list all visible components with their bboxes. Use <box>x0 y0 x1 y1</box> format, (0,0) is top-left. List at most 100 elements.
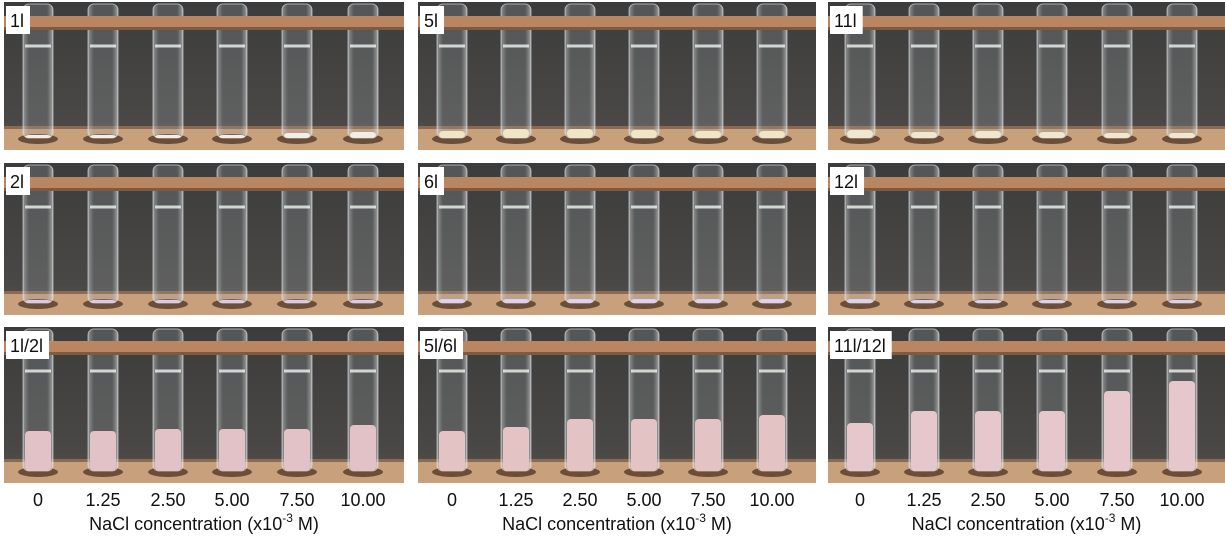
panel-label-box <box>6 331 50 359</box>
axis-title-superscript: -3 <box>282 511 293 525</box>
rack-base-edge <box>418 291 816 294</box>
photo-panel: 11l <box>828 2 1225 150</box>
sediment <box>1039 300 1065 303</box>
sediment <box>350 132 376 138</box>
sediment <box>911 132 937 138</box>
sediment <box>1104 133 1130 138</box>
panel-label: 11l/12l <box>834 336 886 356</box>
sediment <box>1104 300 1130 303</box>
sediment <box>695 419 721 471</box>
sediment <box>284 300 310 303</box>
sediment <box>847 423 873 471</box>
sediment <box>219 300 245 303</box>
photo-panel: 2l <box>4 163 404 315</box>
panel-label-box <box>830 167 865 195</box>
panel-label-box <box>830 6 863 34</box>
rack-base-edge <box>828 291 1225 294</box>
sediment <box>1039 411 1065 471</box>
rack-bar-shade <box>418 27 816 30</box>
sediment <box>695 299 721 303</box>
rack-bar <box>828 341 1225 355</box>
x-tick-label: 5.00 <box>214 490 249 510</box>
sediment <box>155 429 181 471</box>
sediment <box>439 299 465 303</box>
rack-base-edge <box>828 126 1225 129</box>
rack-bar <box>418 177 816 191</box>
x-tick-label: 7.50 <box>690 490 725 510</box>
rack-base-edge <box>4 459 404 462</box>
sediment <box>439 431 465 471</box>
x-tick-label: 10.00 <box>749 490 794 510</box>
panel-label: 1l <box>10 11 24 31</box>
sediment <box>911 300 937 303</box>
panel-label: 1l/2l <box>10 336 43 356</box>
rack-bar-shade <box>418 188 816 191</box>
sediment <box>439 131 465 138</box>
rack-bar-shade <box>828 27 1225 30</box>
sediment <box>1169 381 1195 471</box>
panel-label: 12l <box>834 172 858 192</box>
rack-bar <box>418 16 816 30</box>
sediment <box>759 415 785 471</box>
rack-bar-shade <box>418 352 816 355</box>
rack-bar-shade <box>4 352 404 355</box>
axis-title-superscript: -3 <box>695 511 706 525</box>
rack-bar <box>828 177 1225 191</box>
photo-panel: 5l/6l <box>418 327 816 483</box>
sediment <box>847 130 873 138</box>
panel-label-box <box>830 331 892 359</box>
x-tick-label: 0 <box>33 490 43 510</box>
panel-label-box <box>420 331 464 359</box>
sediment <box>219 135 245 138</box>
rack-base-edge <box>4 291 404 294</box>
rack-bar <box>4 16 404 30</box>
rack-bar-shade <box>4 188 404 191</box>
sediment <box>1169 300 1195 303</box>
sediment <box>1039 132 1065 138</box>
panel-label: 11l <box>834 11 857 31</box>
sediment <box>90 135 116 138</box>
x-tick-label: 0 <box>447 490 457 510</box>
sediment <box>975 411 1001 471</box>
x-tick-label: 1.25 <box>498 490 533 510</box>
sediment <box>155 300 181 303</box>
sediment <box>219 429 245 471</box>
sediment <box>759 299 785 303</box>
sediment <box>25 300 51 303</box>
sediment <box>90 300 116 303</box>
rack-base-edge <box>418 459 816 462</box>
sediment <box>695 131 721 138</box>
sediment <box>567 299 593 303</box>
rack-base-edge <box>418 126 816 129</box>
sediment <box>155 135 181 138</box>
axis-title-suffix: M) <box>293 514 319 534</box>
rack-base-edge <box>828 459 1225 462</box>
sediment <box>567 129 593 138</box>
rack-bar-shade <box>828 352 1225 355</box>
sediment <box>25 431 51 471</box>
x-tick-label: 2.50 <box>970 490 1005 510</box>
panel-label: 6l <box>424 172 438 192</box>
sediment <box>567 419 593 471</box>
photo-panel: 5l <box>418 2 816 150</box>
rack-bar <box>418 341 816 355</box>
sediment <box>284 133 310 138</box>
axis-title-text: NaCl concentration (x10 <box>912 514 1105 534</box>
x-tick-label: 7.50 <box>1099 490 1134 510</box>
x-tick-label: 5.00 <box>1034 490 1069 510</box>
x-tick-label: 1.25 <box>906 490 941 510</box>
sediment <box>503 129 529 138</box>
sediment <box>503 299 529 303</box>
sediment <box>975 300 1001 303</box>
x-tick-label: 2.50 <box>562 490 597 510</box>
axis-title: NaCl concentration (x10-3 M) <box>502 511 732 534</box>
x-tick-label: 1.25 <box>85 490 120 510</box>
panel-label: 5l/6l <box>424 336 457 356</box>
sediment <box>975 131 1001 138</box>
sediment <box>503 427 529 471</box>
axis-title: NaCl concentration (x10-3 M) <box>89 511 319 534</box>
x-tick-label: 10.00 <box>340 490 385 510</box>
panel-label-box <box>6 167 31 195</box>
sediment <box>631 130 657 138</box>
